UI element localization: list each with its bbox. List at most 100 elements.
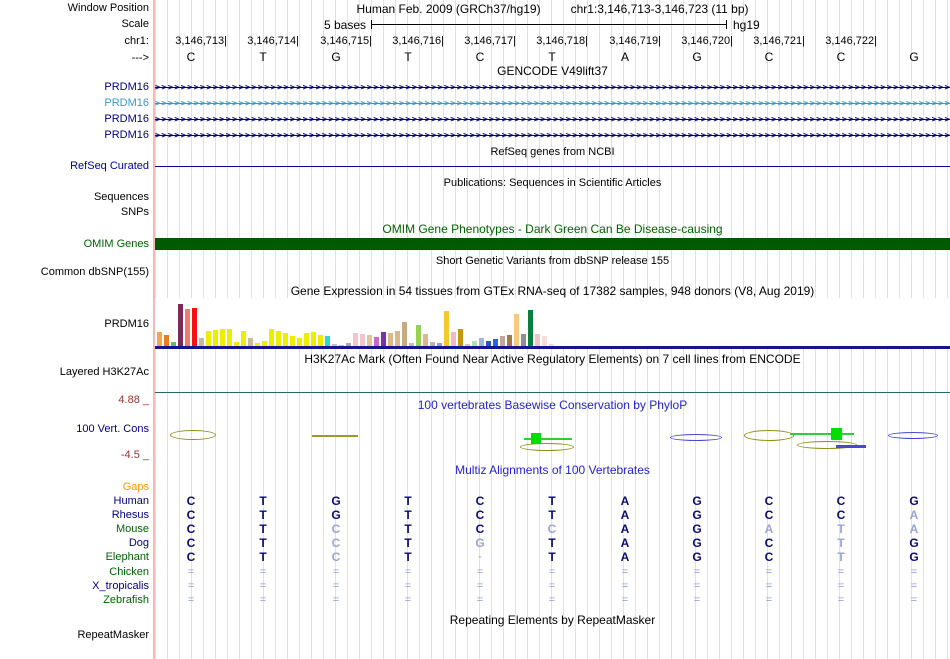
gtex-expression-bar-34[interactable]	[395, 331, 400, 346]
phylop-glyph-lens-11[interactable]	[888, 432, 938, 439]
gtex-expression-bar-18[interactable]	[283, 333, 288, 346]
gtex-expression-bar-19[interactable]	[290, 336, 295, 346]
gtex-expression-bar-1[interactable]	[164, 335, 169, 346]
label-common-dbsnp-155[interactable]: Common dbSNP(155)	[40, 266, 149, 278]
gtex-expression-bar-27[interactable]	[346, 343, 351, 346]
gtex-expression-bar-33[interactable]	[388, 333, 393, 346]
gtex-expression-bar-11[interactable]	[234, 342, 239, 346]
gtex-expression-bar-5[interactable]	[192, 308, 197, 346]
phylop-glyph-rect-3[interactable]	[531, 433, 541, 444]
gtex-expression-bar-55[interactable]	[542, 336, 547, 346]
species-label-elephant[interactable]: Elephant	[105, 551, 149, 563]
h3k27ac-track-line[interactable]	[155, 392, 950, 393]
gtex-expression-bar-14[interactable]	[255, 343, 260, 346]
phylop-glyph-line-10[interactable]	[836, 445, 866, 448]
gtex-expression-bar-43[interactable]	[458, 329, 463, 346]
gtex-expression-bar-10[interactable]	[227, 329, 232, 346]
gtex-expression-bar-20[interactable]	[297, 338, 302, 346]
phylop-glyph-lens-4[interactable]	[520, 443, 574, 451]
gtex-expression-bar-2[interactable]	[171, 342, 176, 346]
label-sequences[interactable]: Sequences	[93, 191, 149, 203]
gtex-expression-bar-52[interactable]	[521, 334, 526, 346]
gtex-expression-bar-50[interactable]	[507, 335, 512, 346]
gtex-expression-bar-13[interactable]	[248, 338, 253, 346]
species-label-x_tropicalis[interactable]: X_tropicalis	[92, 580, 149, 592]
label-repeatmasker[interactable]: RepeatMasker	[77, 629, 149, 641]
label-gaps[interactable]: Gaps	[122, 481, 149, 493]
gtex-expression-bar-24[interactable]	[325, 336, 330, 346]
gtex-expression-bar-41[interactable]	[444, 311, 449, 346]
gtex-expression-bar-22[interactable]	[311, 332, 316, 346]
gtex-expression-bar-23[interactable]	[318, 335, 323, 346]
gtex-expression-bar-37[interactable]	[416, 325, 421, 346]
species-label-zebrafish[interactable]: Zebrafish	[103, 594, 149, 606]
gtex-expression-bar-9[interactable]	[220, 329, 225, 346]
label-gtex-gene-prdm16[interactable]: PRDM16	[104, 318, 149, 330]
phylop-glyph-lens-0[interactable]	[170, 430, 216, 440]
species-label-rhesus[interactable]: Rhesus	[111, 509, 149, 521]
gene-label-prdm16-1[interactable]: PRDM16	[104, 81, 149, 93]
gene-line-prdm16-1[interactable]: >>>>>>>>>>>>>>>>>>>>>>>>>>>>>>>>>>>>>>>>…	[155, 82, 950, 94]
gene-line-prdm16-4[interactable]: >>>>>>>>>>>>>>>>>>>>>>>>>>>>>>>>>>>>>>>>…	[155, 130, 950, 142]
gtex-expression-bar-48[interactable]	[493, 339, 498, 346]
label-layered-h3k27ac[interactable]: Layered H3K27Ac	[59, 366, 149, 378]
gtex-expression-bar-46[interactable]	[479, 338, 484, 346]
gene-label-prdm16-3[interactable]: PRDM16	[104, 113, 149, 125]
label-omim-genes[interactable]: OMIM Genes	[83, 238, 149, 250]
gtex-expression-bar-53[interactable]	[528, 310, 533, 346]
species-label-mouse[interactable]: Mouse	[115, 523, 149, 535]
species-label-dog[interactable]: Dog	[128, 537, 149, 549]
gtex-expression-bar-39[interactable]	[430, 342, 435, 346]
gtex-expression-bar-7[interactable]	[206, 331, 211, 346]
gtex-track-baseline[interactable]	[155, 346, 950, 349]
gtex-expression-bar-4[interactable]	[185, 309, 190, 346]
gtex-expression-bar-54[interactable]	[535, 334, 540, 346]
gtex-expression-bar-44[interactable]	[465, 344, 470, 346]
gtex-expression-bar-31[interactable]	[374, 337, 379, 346]
gtex-expression-bar-0[interactable]	[157, 332, 162, 346]
refseq-curated-track-line[interactable]	[155, 166, 950, 167]
gene-line-prdm16-3[interactable]: >>>>>>>>>>>>>>>>>>>>>>>>>>>>>>>>>>>>>>>>…	[155, 114, 950, 126]
gtex-expression-bar-17[interactable]	[276, 331, 281, 346]
gtex-expression-bar-30[interactable]	[367, 335, 372, 346]
gtex-expression-bar-51[interactable]	[514, 314, 519, 346]
species-label-human[interactable]: Human	[113, 495, 149, 507]
gtex-expression-bar-12[interactable]	[241, 331, 246, 346]
gtex-expression-bar-32[interactable]	[381, 332, 386, 346]
gtex-expression-bar-3[interactable]	[178, 304, 183, 346]
gtex-expression-bar-36[interactable]	[409, 343, 414, 346]
phylop-glyph-lens-6[interactable]	[744, 430, 794, 441]
gtex-expression-bar-28[interactable]	[353, 333, 358, 346]
gtex-expression-bar-56[interactable]	[549, 344, 554, 346]
gtex-expression-bar-6[interactable]	[199, 338, 204, 346]
gtex-expression-bar-38[interactable]	[423, 334, 428, 346]
gtex-expression-bar-8[interactable]	[213, 330, 218, 346]
label-vert-cons[interactable]: 100 Vert. Cons	[76, 423, 149, 435]
reference-base-5: T	[548, 50, 556, 64]
phylop-glyph-line-2[interactable]	[524, 438, 572, 440]
phylop-glyph-lens-5[interactable]	[670, 434, 722, 441]
gtex-expression-bar-29[interactable]	[360, 334, 365, 346]
gtex-expression-bar-25[interactable]	[332, 344, 337, 346]
gtex-expression-bar-35[interactable]	[402, 322, 407, 346]
gtex-expression-bar-42[interactable]	[451, 332, 456, 346]
phylop-glyph-rect-8[interactable]	[831, 428, 842, 440]
gtex-expression-bar-45[interactable]	[472, 341, 477, 346]
gtex-expression-bar-47[interactable]	[486, 341, 491, 346]
gene-line-prdm16-2[interactable]: >>>>>>>>>>>>>>>>>>>>>>>>>>>>>>>>>>>>>>>>…	[155, 98, 950, 110]
gtex-expression-bar-49[interactable]	[500, 336, 505, 346]
gtex-expression-bar-26[interactable]	[339, 345, 344, 346]
gene-label-prdm16-4[interactable]: PRDM16	[104, 129, 149, 141]
publications-title: Publications: Sequences in Scientific Ar…	[443, 177, 662, 189]
gtex-expression-bar-40[interactable]	[437, 343, 442, 346]
gtex-expression-bar-21[interactable]	[304, 333, 309, 346]
gtex-expression-bar-15[interactable]	[262, 341, 267, 346]
label-refseq-curated[interactable]: RefSeq Curated	[70, 160, 149, 172]
omim-genes-bar[interactable]	[155, 238, 950, 250]
label-snps[interactable]: SNPs	[120, 206, 149, 218]
phylop-glyph-line-1[interactable]	[312, 435, 358, 437]
species-label-chicken[interactable]: Chicken	[109, 566, 149, 578]
gtex-expression-bar-16[interactable]	[269, 329, 274, 346]
gene-label-prdm16-2[interactable]: PRDM16	[104, 97, 149, 109]
phylop-glyph-line-7[interactable]	[790, 433, 854, 435]
